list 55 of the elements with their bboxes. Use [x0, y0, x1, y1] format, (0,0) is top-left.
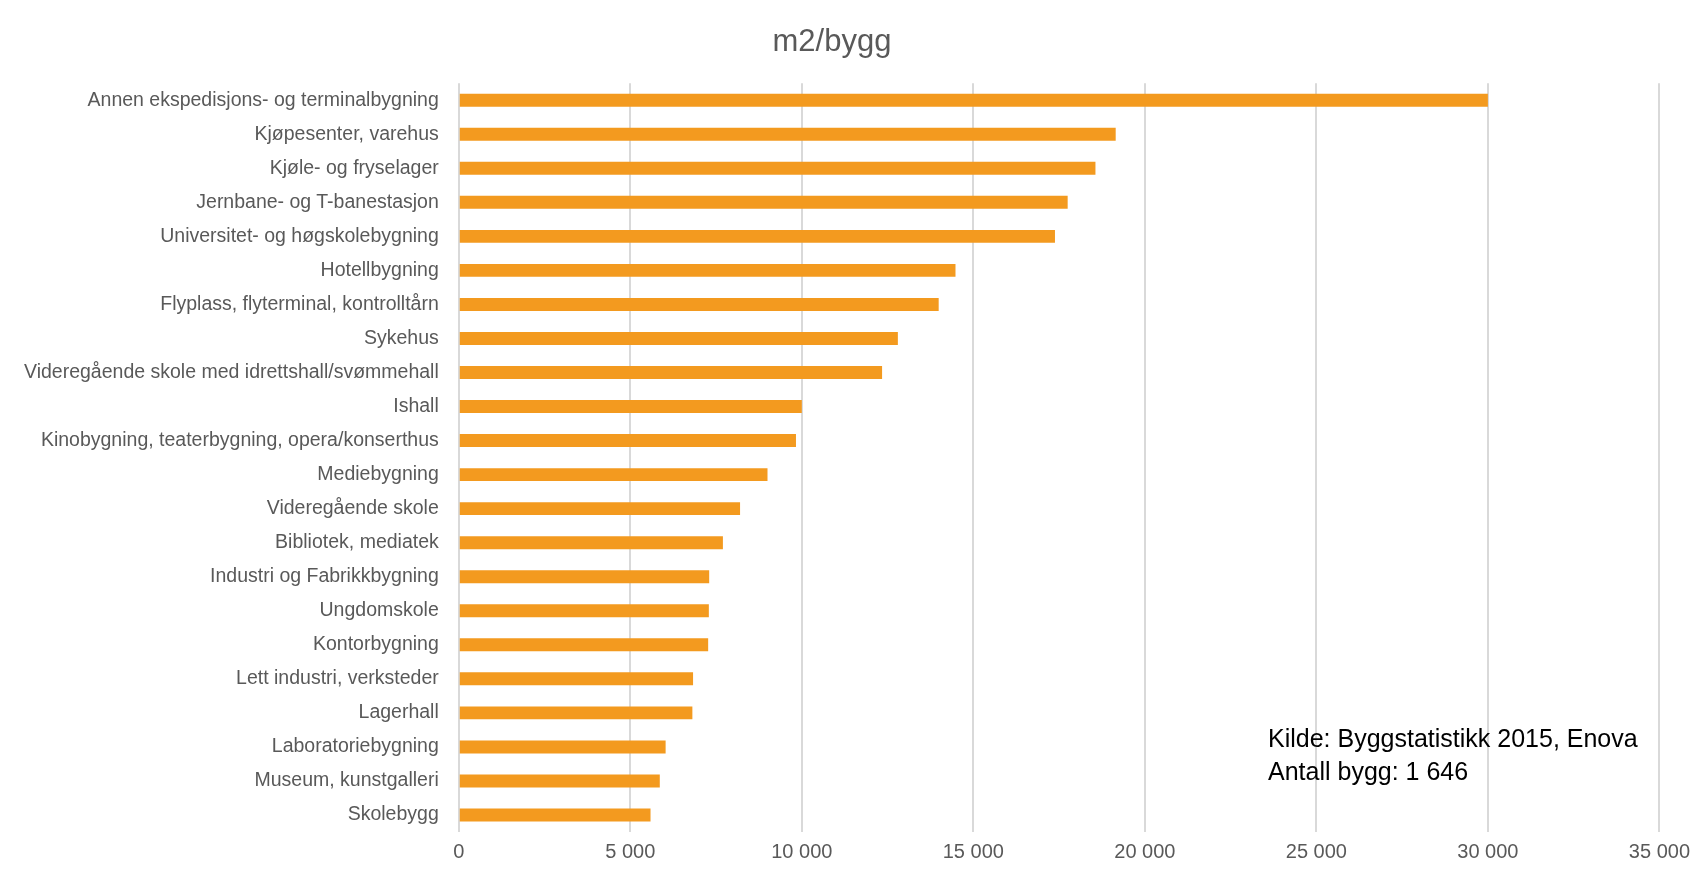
x-tick-label: 25 000 — [1285, 839, 1347, 862]
y-tick-label: Hotellbygning — [320, 257, 439, 280]
y-tick-label: Videregående skole med idrettshall/svømmehall — [24, 359, 439, 382]
y-tick-label: Videregående skole — [266, 496, 439, 519]
bar — [459, 195, 1068, 209]
x-tick-label: 15 000 — [942, 839, 1004, 862]
bar — [459, 400, 802, 414]
annotation: Kilde: Byggstatistikk 2015, Enova — [1268, 724, 1638, 752]
x-tick-label: 5 000 — [605, 839, 656, 862]
bar — [459, 434, 796, 448]
y-tick-label: Universitet- og høgskolebygning — [160, 223, 439, 246]
bar — [459, 229, 1055, 243]
bar — [459, 366, 883, 379]
chart-title: m2/bygg — [772, 23, 892, 59]
bar — [459, 672, 694, 686]
bar — [459, 127, 1116, 141]
y-tick-label: Ishall — [393, 393, 439, 416]
y-tick-label: Kontorbygning — [313, 632, 439, 655]
bar — [459, 740, 666, 754]
y-tick-label: Sykehus — [363, 325, 440, 348]
x-tick-label: 30 000 — [1457, 839, 1519, 862]
y-tick-label: Bibliotek, mediatek — [275, 530, 440, 553]
y-tick-label: Museum, kunstgalleri — [254, 768, 439, 791]
y-tick-label: Flyplass, flyterminal, kontrolltårn — [160, 291, 439, 314]
bar — [459, 774, 660, 788]
y-tick-label: Industri og Fabrikkbygning — [210, 564, 439, 587]
bar — [459, 297, 939, 311]
x-tick-label: 0 — [453, 839, 465, 862]
y-tick-label: Laboratoriebygning — [271, 734, 439, 757]
bar — [459, 161, 1096, 175]
y-tick-label: Mediebygning — [317, 461, 439, 484]
y-tick-label: Jernbane- og T-banestasjon — [196, 189, 439, 212]
bar — [459, 332, 898, 345]
bar — [459, 570, 710, 584]
y-tick-label: Annen ekspedisjons- og terminalbygning — [87, 87, 439, 110]
y-tick-label: Kjøle- og fryselager — [269, 155, 440, 178]
bar — [459, 468, 768, 482]
y-tick-label: Kinobygning, teaterbygning, opera/konserthus — [40, 427, 440, 450]
x-tick-label: 10 000 — [771, 839, 833, 862]
bar — [459, 604, 709, 618]
y-tick-label: Kjøpesenter, varehus — [254, 121, 439, 144]
bar — [459, 706, 693, 720]
bar — [459, 263, 956, 277]
y-tick-label: Ungdomskole — [319, 598, 439, 621]
x-tick-label: 20 000 — [1114, 839, 1176, 862]
y-tick-label: Lagerhall — [358, 700, 439, 723]
x-tick-label: 35 000 — [1628, 839, 1690, 862]
bar — [459, 93, 1488, 107]
y-tick-label: Lett industri, verksteder — [236, 666, 440, 689]
annotation: Antall bygg: 1 646 — [1268, 757, 1469, 785]
bar — [459, 638, 709, 652]
y-tick-label: Skolebygg — [347, 802, 439, 825]
bar — [459, 536, 723, 550]
bar — [459, 808, 651, 822]
bar — [459, 502, 741, 516]
